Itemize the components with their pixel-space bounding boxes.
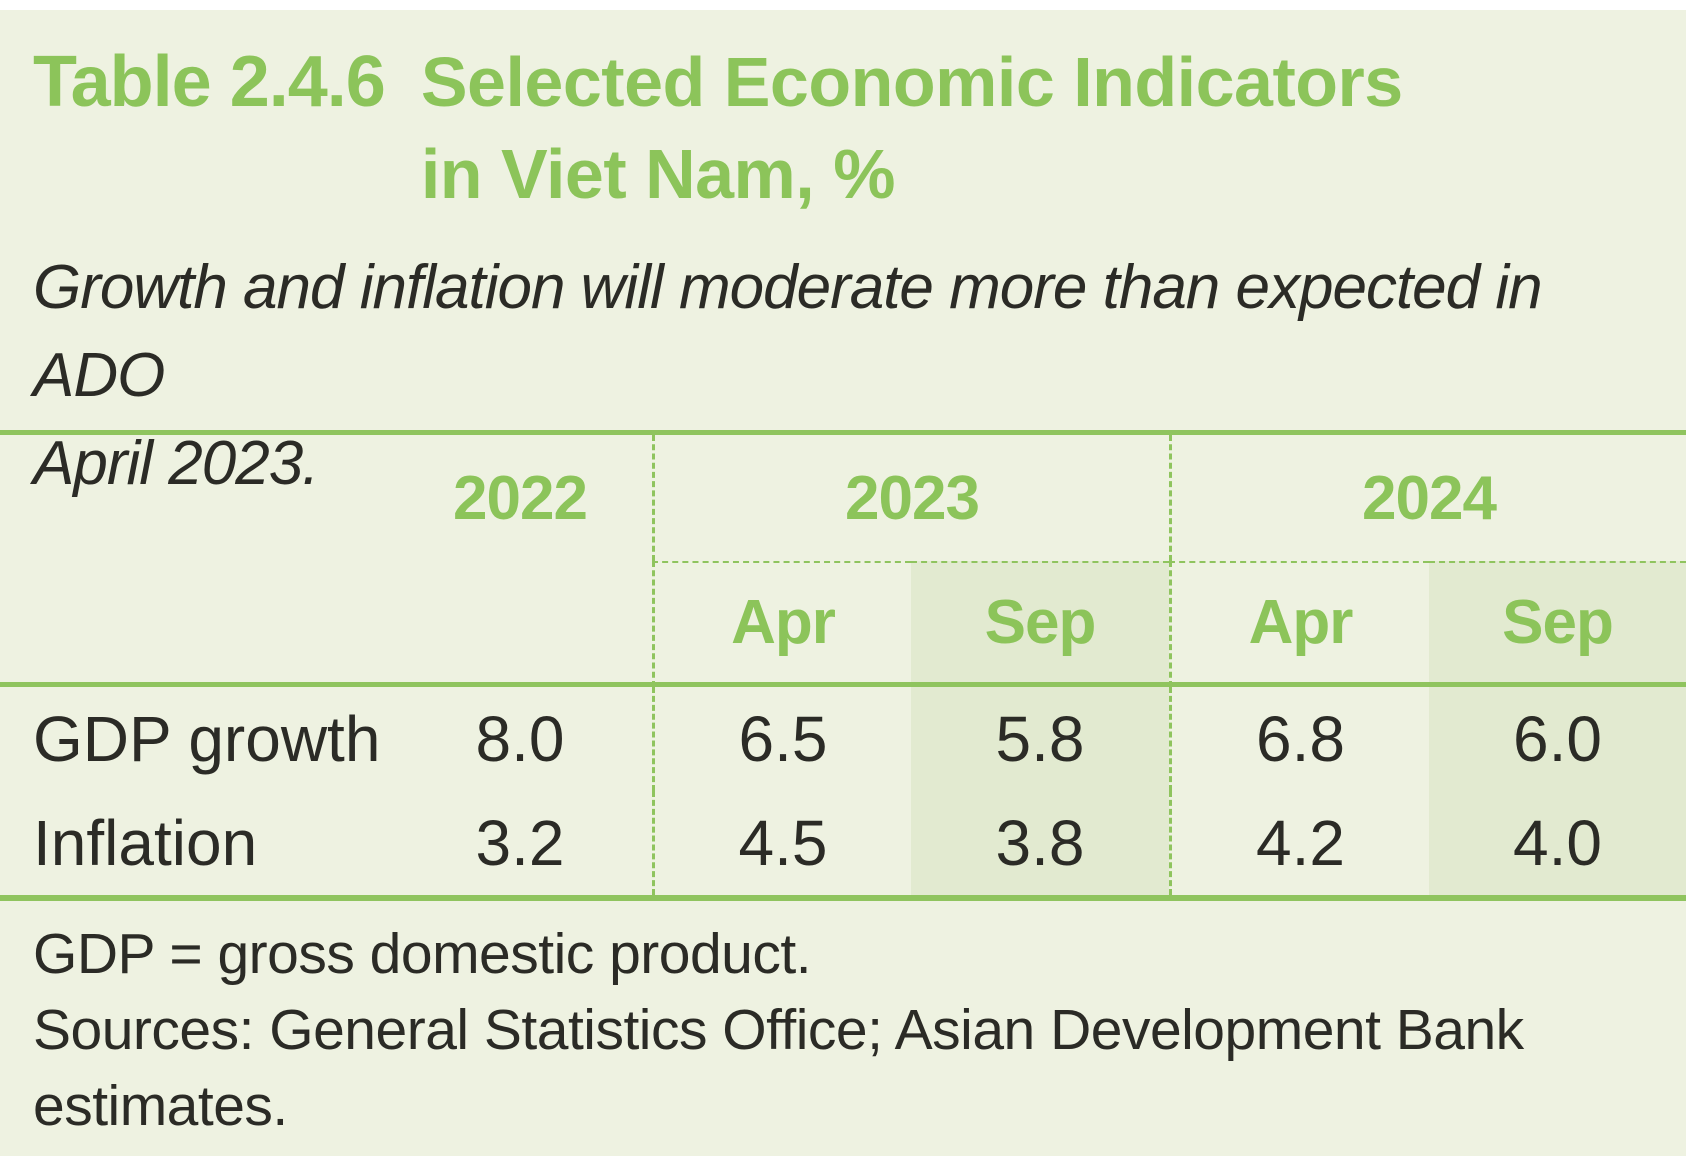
gdp-growth-2023-sep: 5.8: [911, 687, 1169, 791]
table-subtitle-line2: April 2023.: [33, 429, 319, 498]
inflation-2023-sep: 3.8: [911, 791, 1169, 895]
col-header-2023: 2023: [652, 435, 1169, 561]
row-label-inflation: Inflation: [33, 807, 258, 879]
gdp-growth-2024-apr: 6.8: [1169, 687, 1429, 791]
table-footnotes: GDP = gross domestic product. Sources: G…: [33, 916, 1524, 1144]
subheader-empty-cell: [0, 561, 652, 687]
row-label-gdp-growth: GDP growth: [33, 703, 381, 775]
inflation-2022: 3.2: [475, 807, 565, 879]
col-header-2022: 2022: [453, 463, 588, 533]
inflation-2024-sep: 4.0: [1429, 791, 1686, 895]
gdp-growth-2022: 8.0: [475, 703, 565, 775]
col-header-2024: 2024: [1169, 435, 1686, 561]
inflation-2024-apr: 4.2: [1169, 791, 1429, 895]
table-number: Table 2.4.6: [33, 42, 386, 122]
table-corner-cell: [0, 435, 388, 561]
inflation-2023-apr: 4.5: [652, 791, 911, 895]
indicators-table: 2022 2023 2024 Apr Sep Apr Sep GDP growt…: [0, 430, 1686, 901]
gdp-growth-2023-apr: 6.5: [652, 687, 911, 791]
footnote-sources-line2: estimates.: [33, 1074, 288, 1138]
col-header-2023-sep: Sep: [911, 561, 1169, 687]
gdp-growth-2024-sep: 6.0: [1429, 687, 1686, 791]
table-subtitle-line1: Growth and inflation will moderate more …: [33, 253, 1543, 410]
table-title-block: Table 2.4.6 Selected Economic Indicators…: [0, 10, 1686, 220]
col-header-2024-apr: Apr: [1169, 561, 1429, 687]
table-subtitle: Growth and inflation will moderate more …: [33, 244, 1646, 508]
footnote-sources-line1: Sources: General Statistics Office; Asia…: [33, 998, 1524, 1062]
footnote-gdp-definition: GDP = gross domestic product.: [33, 922, 812, 986]
figure-panel: Table 2.4.6 Selected Economic Indicators…: [0, 10, 1686, 1156]
footnote-sources: Sources: General Statistics Office; Asia…: [33, 992, 1524, 1144]
col-header-2023-apr: Apr: [652, 561, 911, 687]
table-title: Selected Economic Indicators in Viet Nam…: [421, 36, 1403, 220]
table-title-line1: Selected Economic Indicators: [420, 43, 1403, 121]
table-title-line2: in Viet Nam, %: [420, 135, 896, 213]
col-header-2024-sep: Sep: [1429, 561, 1686, 687]
